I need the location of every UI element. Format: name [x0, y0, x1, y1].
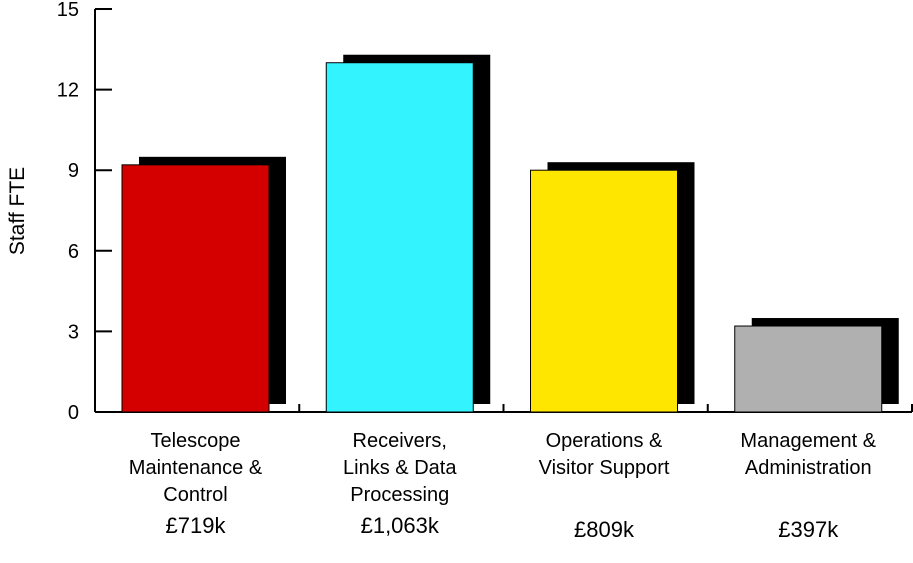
y-tick-label: 0	[68, 402, 79, 424]
bar-series	[121, 54, 899, 413]
cost-label: £1,063k	[361, 513, 440, 538]
y-tick-label: 9	[68, 160, 79, 182]
cost-labels: £719k £1,063k £809k £397k	[166, 513, 840, 542]
y-tick-label: 15	[57, 0, 79, 21]
y-tick-label: 3	[68, 321, 79, 343]
cost-label: £719k	[166, 513, 227, 538]
category-label: Telescope	[150, 430, 240, 452]
category-label: Operations &	[546, 430, 663, 452]
category-label: Control	[163, 484, 227, 506]
category-label: Processing	[350, 484, 449, 506]
bar	[530, 169, 678, 413]
category-label: Maintenance &	[129, 457, 263, 479]
cost-label: £397k	[778, 517, 839, 542]
category-label: Administration	[745, 457, 872, 479]
bar	[121, 164, 270, 413]
category-labels: Telescope Maintenance & Control Receivers, L…	[129, 430, 877, 506]
y-axis-label: Staff FTE	[6, 167, 29, 255]
category-label: Management &	[740, 430, 876, 452]
category-label: Receivers,	[353, 430, 447, 452]
y-tick-label: 6	[68, 241, 79, 263]
y-tick-label: 12	[57, 80, 79, 102]
bar	[734, 325, 883, 413]
bar	[325, 62, 474, 413]
category-label: Links & Data	[343, 457, 457, 479]
y-axis-ticks: 0 3 6 9 12 15	[57, 0, 112, 424]
cost-label: £809k	[574, 517, 635, 542]
category-label: Visitor Support	[539, 457, 670, 479]
